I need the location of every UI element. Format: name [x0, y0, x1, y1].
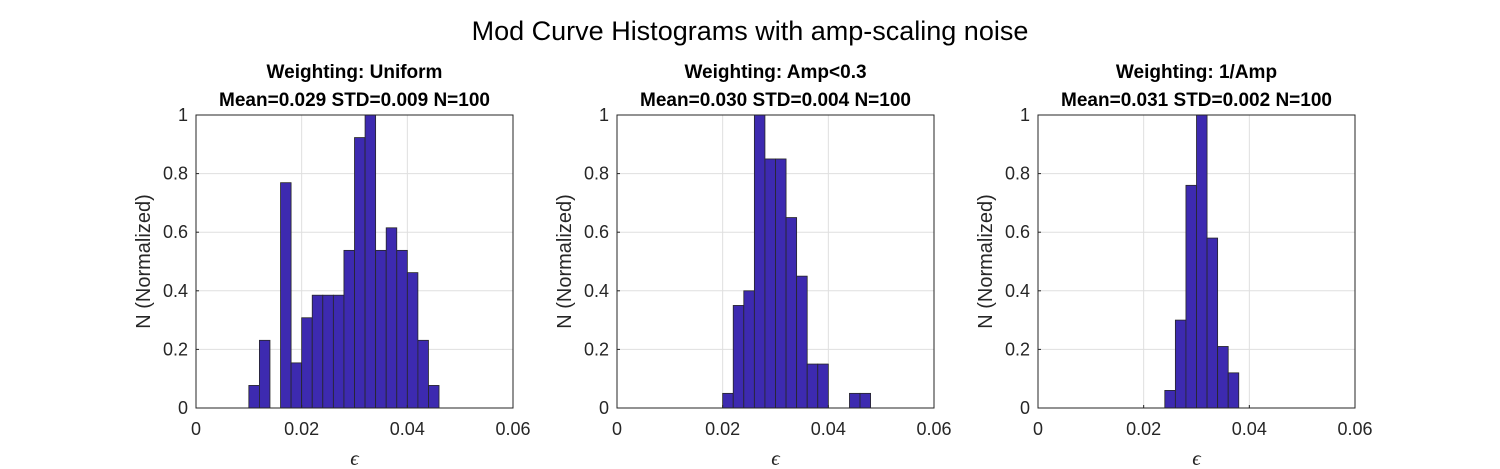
histogram-bar [1206, 237, 1219, 409]
histogram-bar [764, 158, 776, 409]
histogram-bar [1174, 319, 1187, 409]
x-tick-label: 0.04 [811, 419, 846, 439]
histogram-bar [301, 317, 313, 409]
y-tick-label: 0 [1020, 398, 1030, 418]
x-tick-label: 0.06 [495, 419, 530, 439]
histogram-bar [1164, 390, 1176, 409]
x-axis-label: ϵ [350, 446, 360, 469]
x-tick-label: 0.04 [390, 419, 425, 439]
panel-subtitle-stats: Mean=0.029 STD=0.009 N=100 [219, 90, 490, 111]
x-tick-label: 0 [1033, 419, 1043, 439]
histogram-bar [280, 182, 292, 409]
y-tick-label: 0.4 [163, 281, 188, 301]
histogram-bar [248, 385, 260, 409]
histogram-bar [859, 392, 871, 409]
x-tick-label: 0 [191, 419, 201, 439]
histogram-bar [428, 385, 440, 409]
axes-frame [195, 114, 514, 409]
histogram-bar [343, 249, 355, 409]
y-axis-label: N (Normalized) [133, 194, 155, 328]
histogram-bar [290, 362, 303, 409]
panel-title: Weighting: 1/Amp [1116, 62, 1277, 83]
histogram-bar [354, 137, 366, 409]
histogram-panel-1: 0 0.2 0.4 0.6 0.8 1 0 0.02 0.04 0.06 Weighting: Un… [133, 62, 531, 469]
histogram-bar [775, 158, 787, 409]
figure-suptitle: Mod Curve Histograms with amp-scaling no… [472, 16, 1029, 46]
y-tick-label: 0 [599, 398, 609, 418]
histogram-bar [817, 363, 829, 409]
x-tick-label: 0.02 [705, 419, 740, 439]
histogram-bar [364, 114, 377, 409]
x-axis-label: ϵ [771, 446, 781, 469]
histogram-bar [785, 217, 798, 409]
y-axis-label: N (Normalized) [975, 194, 997, 328]
histogram-bar [406, 272, 419, 409]
histogram-bar [322, 294, 334, 409]
histogram-bar [753, 114, 766, 409]
panel-subtitle-stats: Mean=0.031 STD=0.002 N=100 [1061, 90, 1332, 111]
histogram-bar [1217, 346, 1229, 409]
panel-title: Weighting: Uniform [267, 62, 443, 83]
histogram-bar [258, 339, 271, 409]
x-tick-label: 0.02 [284, 419, 319, 439]
panel-subtitle-stats: Mean=0.030 STD=0.004 N=100 [640, 90, 911, 111]
y-tick-label: 0.6 [1005, 222, 1030, 242]
axes-frame [1037, 114, 1356, 409]
histogram-bar [1227, 372, 1240, 409]
histogram-bar [332, 294, 345, 409]
y-tick-label: 0.8 [584, 164, 609, 184]
histogram-panel-3: 0 0.2 0.4 0.6 0.8 1 0 0.02 0.04 0.06 Weighting: 1/… [975, 62, 1373, 469]
y-tick-label: 0.6 [584, 222, 609, 242]
y-tick-label: 1 [599, 105, 609, 125]
histogram-panel-2: 0 0.2 0.4 0.6 0.8 1 0 0.02 0.04 0.06 Weighting: Am… [554, 62, 952, 469]
x-tick-label: 0.02 [1126, 419, 1161, 439]
histogram-bar [1196, 114, 1208, 409]
y-tick-label: 0.8 [1005, 164, 1030, 184]
x-tick-label: 0.06 [916, 419, 951, 439]
y-tick-label: 1 [1020, 105, 1030, 125]
histogram-bar [732, 305, 745, 409]
y-tick-label: 0 [178, 398, 188, 418]
x-tick-label: 0.04 [1232, 419, 1267, 439]
x-tick-label: 0.06 [1337, 419, 1372, 439]
histogram-bar [849, 392, 861, 409]
histogram-bar [796, 275, 808, 409]
x-tick-label: 0 [612, 419, 622, 439]
histogram-bar [743, 290, 755, 409]
panel-title: Weighting: Amp<0.3 [684, 62, 866, 83]
histogram-bar [722, 392, 734, 409]
x-axis-label: ϵ [1192, 446, 1202, 469]
histogram-bar [396, 249, 408, 409]
y-axis-label: N (Normalized) [554, 194, 576, 328]
y-tick-label: 0.2 [1005, 339, 1030, 359]
histogram-bar [375, 249, 387, 409]
histogram-bar [417, 339, 429, 409]
y-tick-label: 0.8 [163, 164, 188, 184]
y-tick-label: 1 [178, 105, 188, 125]
y-tick-label: 0.4 [1005, 281, 1030, 301]
histogram-bar [1185, 184, 1197, 409]
y-tick-label: 0.6 [163, 222, 188, 242]
axes-frame [616, 114, 935, 409]
y-tick-label: 0.2 [584, 339, 609, 359]
histogram-bar [385, 227, 398, 409]
histogram-bar [806, 363, 819, 409]
histogram-bar [311, 294, 324, 409]
y-tick-label: 0.2 [163, 339, 188, 359]
y-tick-label: 0.4 [584, 281, 609, 301]
